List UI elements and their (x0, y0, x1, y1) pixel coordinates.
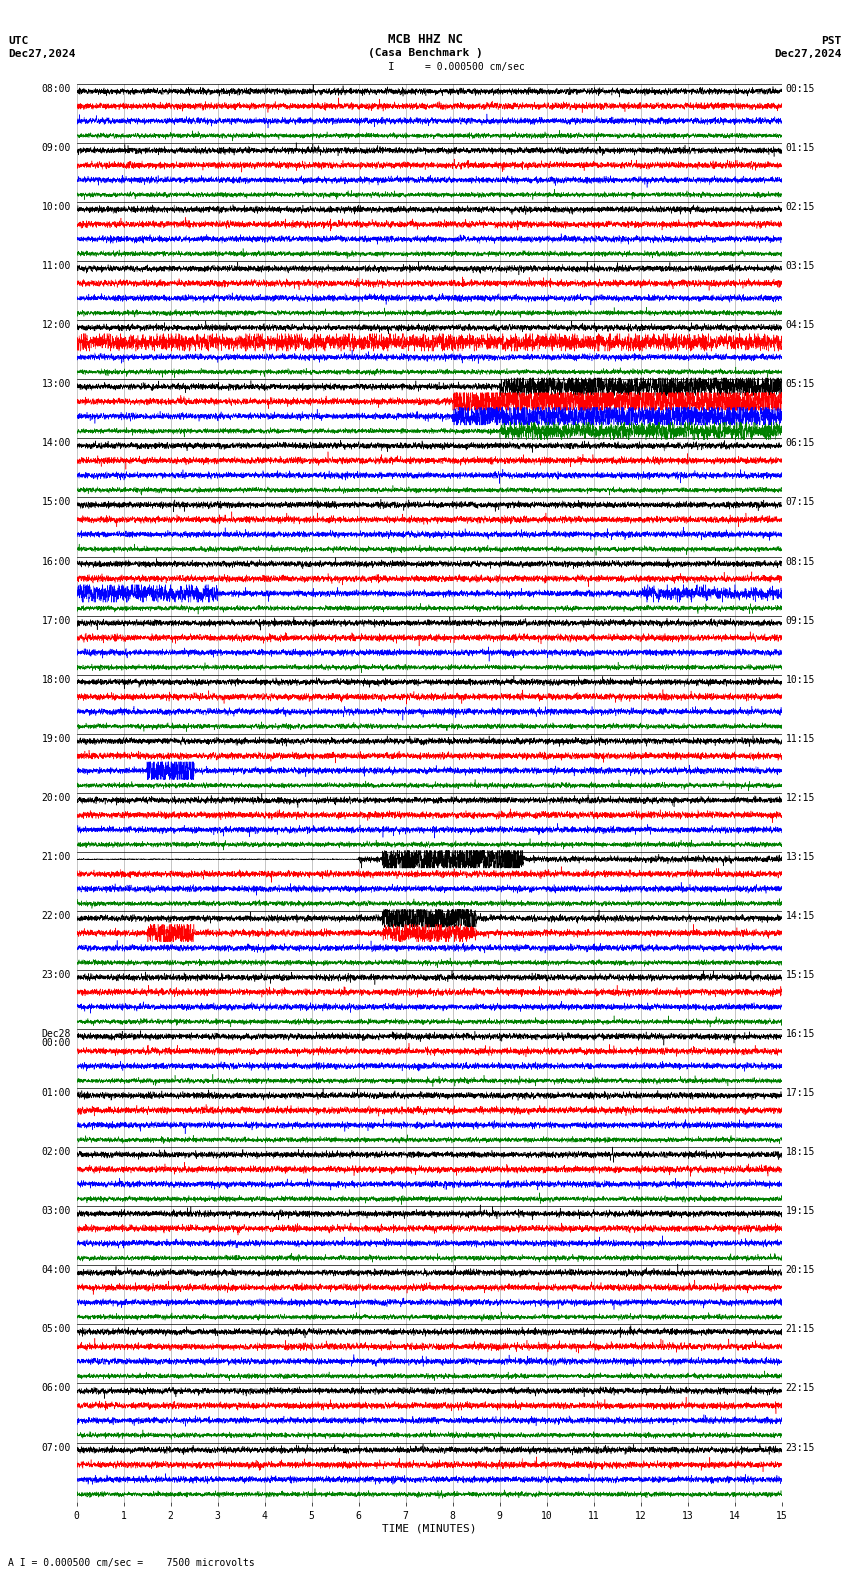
Text: 20:15: 20:15 (785, 1266, 815, 1275)
Text: 12:15: 12:15 (785, 792, 815, 803)
Text: 14:00: 14:00 (42, 439, 71, 448)
Text: A I = 0.000500 cm/sec =    7500 microvolts: A I = 0.000500 cm/sec = 7500 microvolts (8, 1559, 255, 1568)
Text: 13:15: 13:15 (785, 852, 815, 862)
Text: 21:00: 21:00 (42, 852, 71, 862)
Text: 08:15: 08:15 (785, 556, 815, 567)
Text: 06:15: 06:15 (785, 439, 815, 448)
Text: 19:00: 19:00 (42, 733, 71, 744)
Text: 10:15: 10:15 (785, 675, 815, 684)
Text: 09:00: 09:00 (42, 143, 71, 154)
Text: 04:00: 04:00 (42, 1266, 71, 1275)
Text: 16:15: 16:15 (785, 1030, 815, 1039)
Text: 07:00: 07:00 (42, 1443, 71, 1453)
Text: 06:00: 06:00 (42, 1383, 71, 1394)
Text: 22:00: 22:00 (42, 911, 71, 920)
Text: 17:15: 17:15 (785, 1088, 815, 1098)
Text: 00:15: 00:15 (785, 84, 815, 93)
Text: 04:15: 04:15 (785, 320, 815, 329)
Text: 05:00: 05:00 (42, 1324, 71, 1334)
Text: 17:00: 17:00 (42, 616, 71, 626)
Text: 15:15: 15:15 (785, 969, 815, 980)
Text: 01:15: 01:15 (785, 143, 815, 154)
Text: 11:15: 11:15 (785, 733, 815, 744)
Text: 03:15: 03:15 (785, 261, 815, 271)
Text: 03:00: 03:00 (42, 1207, 71, 1217)
Text: 08:00: 08:00 (42, 84, 71, 93)
Text: 18:00: 18:00 (42, 675, 71, 684)
Text: 12:00: 12:00 (42, 320, 71, 329)
Text: 11:00: 11:00 (42, 261, 71, 271)
Text: Dec27,2024: Dec27,2024 (8, 49, 76, 59)
Text: PST: PST (821, 36, 842, 46)
Text: 18:15: 18:15 (785, 1147, 815, 1158)
Text: 02:00: 02:00 (42, 1147, 71, 1158)
Text: = 0.000500 cm/sec: = 0.000500 cm/sec (425, 62, 524, 71)
Text: 01:00: 01:00 (42, 1088, 71, 1098)
Text: Dec28
00:00: Dec28 00:00 (42, 1030, 71, 1049)
Text: 02:15: 02:15 (785, 203, 815, 212)
Text: 15:00: 15:00 (42, 497, 71, 507)
Text: UTC: UTC (8, 36, 29, 46)
Text: 20:00: 20:00 (42, 792, 71, 803)
Text: 23:00: 23:00 (42, 969, 71, 980)
Text: 14:15: 14:15 (785, 911, 815, 920)
Text: Dec27,2024: Dec27,2024 (774, 49, 842, 59)
Text: (Casa Benchmark ): (Casa Benchmark ) (367, 48, 483, 57)
Text: 22:15: 22:15 (785, 1383, 815, 1394)
Text: MCB HHZ NC: MCB HHZ NC (388, 33, 462, 46)
Text: 10:00: 10:00 (42, 203, 71, 212)
Text: 21:15: 21:15 (785, 1324, 815, 1334)
Text: 19:15: 19:15 (785, 1207, 815, 1217)
Text: 05:15: 05:15 (785, 379, 815, 390)
Text: I: I (388, 62, 394, 71)
Text: 07:15: 07:15 (785, 497, 815, 507)
X-axis label: TIME (MINUTES): TIME (MINUTES) (382, 1524, 477, 1533)
Text: 16:00: 16:00 (42, 556, 71, 567)
Text: 13:00: 13:00 (42, 379, 71, 390)
Text: 23:15: 23:15 (785, 1443, 815, 1453)
Text: 09:15: 09:15 (785, 616, 815, 626)
